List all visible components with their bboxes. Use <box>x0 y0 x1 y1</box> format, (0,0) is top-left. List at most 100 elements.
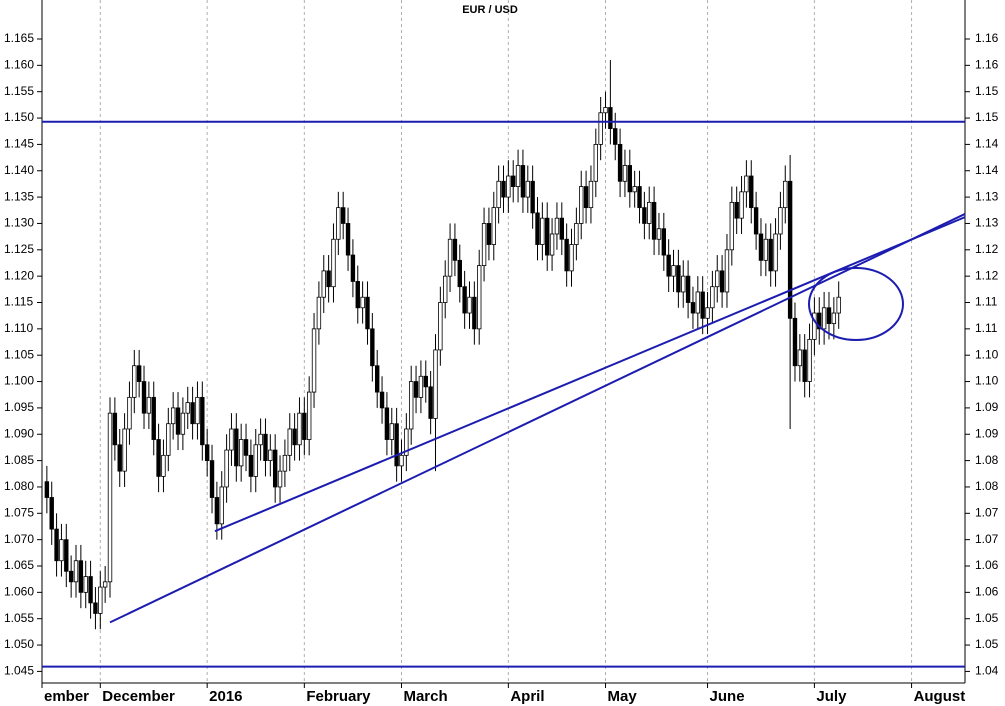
candle-body <box>136 365 142 382</box>
candle-body <box>336 207 341 240</box>
y-tick-label: 1.105 <box>4 347 34 361</box>
candle-body <box>234 428 239 467</box>
candle-body <box>297 412 302 446</box>
y-tick-label: 1.070 <box>4 532 34 546</box>
candle-body <box>608 107 613 129</box>
y-tick-label: 1.115 <box>4 295 33 309</box>
candle-body <box>263 433 268 462</box>
y2-tick-label: 1.06 <box>975 585 999 599</box>
y2-tick-label: 1.16 <box>975 31 999 45</box>
candle-body <box>690 302 696 314</box>
candle-body <box>642 207 647 224</box>
y-tick-label: 1.135 <box>4 189 34 203</box>
candle-body <box>185 402 190 414</box>
y-tick-label: 1.155 <box>4 84 34 98</box>
candle-body <box>370 328 375 367</box>
candle-body <box>394 423 399 467</box>
candle-body <box>753 207 759 235</box>
candle-body <box>204 444 210 462</box>
candle-body <box>214 497 220 525</box>
candle-body <box>588 180 594 209</box>
x-tick-label: July <box>816 688 847 705</box>
y2-tick-label: 1.05 <box>975 611 999 625</box>
candle-body <box>399 454 404 467</box>
candle-body <box>603 107 608 114</box>
candle-body <box>681 275 686 293</box>
candle-body <box>132 365 137 398</box>
candle-body <box>579 186 584 224</box>
candle-body <box>700 291 705 319</box>
candle-body <box>744 175 749 193</box>
candle-body <box>389 423 394 440</box>
y-tick-label: 1.060 <box>4 585 34 599</box>
candle-body <box>583 186 589 209</box>
y-tick-label: 1.055 <box>4 611 34 625</box>
candle-body <box>219 486 224 525</box>
candle-body <box>656 228 662 240</box>
candle-body <box>486 223 492 245</box>
x-tick-label: December <box>102 688 175 705</box>
candle-body <box>637 186 642 209</box>
candle-body <box>302 412 307 440</box>
candle-body <box>467 296 472 314</box>
y2-tick-label: 1.15 <box>975 110 999 124</box>
candle-body <box>564 238 569 272</box>
candle-body <box>724 249 730 293</box>
candle-body <box>477 265 482 330</box>
candle-body <box>447 238 453 277</box>
y2-tick-label: 1.13 <box>975 216 999 230</box>
candle-body <box>676 265 681 293</box>
candle-body <box>574 223 579 245</box>
candle-body <box>238 439 244 467</box>
candle-body <box>530 180 535 214</box>
candle-body <box>569 244 574 272</box>
candle-body <box>68 570 74 583</box>
candle-body <box>355 281 360 309</box>
y-tick-label: 1.120 <box>4 268 34 282</box>
candle-body <box>292 428 297 446</box>
y2-tick-label: 1.09 <box>975 400 999 414</box>
x-tick-label: 2016 <box>209 688 242 705</box>
candle-body <box>549 233 555 256</box>
candle-body <box>122 428 127 472</box>
candle-body <box>151 396 156 440</box>
candle-body <box>651 201 657 240</box>
candle-body <box>598 112 603 145</box>
y2-tick-label: 1.12 <box>975 268 999 282</box>
candle-body <box>98 586 103 614</box>
candle-body <box>49 497 54 530</box>
candle-body <box>826 307 832 324</box>
candle-body <box>763 238 769 261</box>
candle-body <box>316 296 322 330</box>
candle-body <box>112 412 118 446</box>
candle-body <box>423 375 428 388</box>
candle-body <box>758 233 764 261</box>
y-tick-label: 1.100 <box>4 374 34 388</box>
y2-tick-label: 1.15 <box>975 84 999 98</box>
candle-body <box>413 381 419 398</box>
candle-body <box>802 349 807 382</box>
candle-body <box>418 375 424 398</box>
y-tick-label: 1.110 <box>4 321 33 335</box>
y-tick-label: 1.080 <box>4 479 34 493</box>
y2-tick-label: 1.07 <box>975 505 999 519</box>
candle-body <box>797 349 803 367</box>
y2-tick-label: 1.04 <box>975 664 999 678</box>
candle-body <box>282 454 288 472</box>
trend-line <box>109 213 966 624</box>
x-tick-label: March <box>403 688 447 705</box>
candle-body <box>350 254 356 282</box>
y-tick-label: 1.045 <box>4 664 34 678</box>
candle-body <box>311 328 317 393</box>
candle-body <box>749 175 754 209</box>
x-tick-label: May <box>608 688 638 705</box>
candle-body <box>170 407 176 425</box>
y2-tick-label: 1.10 <box>975 347 999 361</box>
candle-body <box>209 460 215 498</box>
y2-tick-label: 1.13 <box>975 189 999 203</box>
y2-tick-label: 1.14 <box>975 163 999 177</box>
candle-body <box>792 317 798 367</box>
candle-body <box>540 217 545 245</box>
candle-body <box>272 449 278 488</box>
